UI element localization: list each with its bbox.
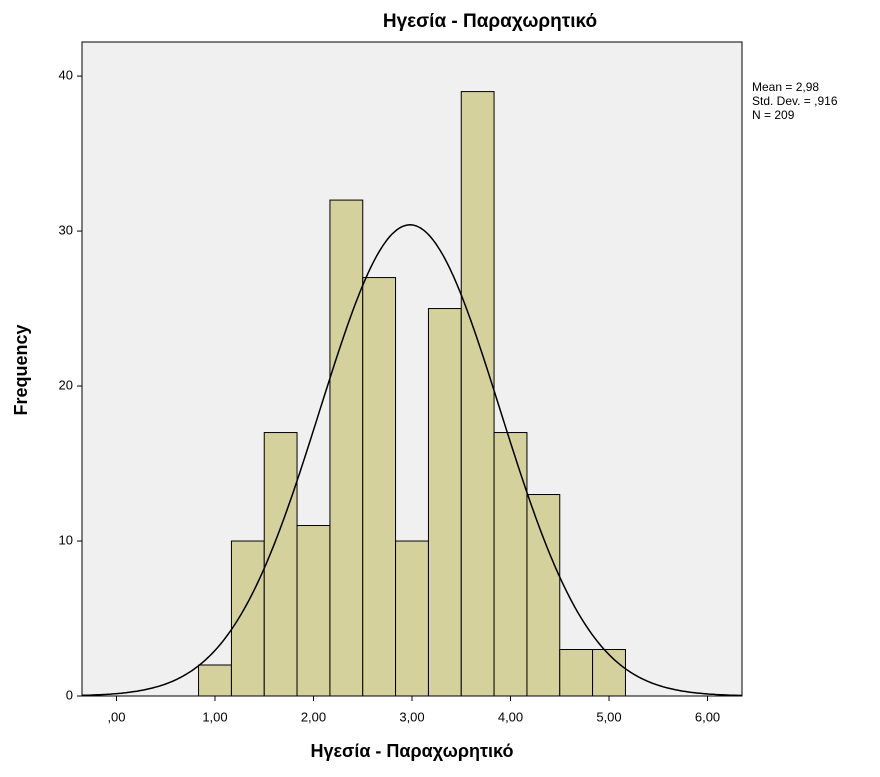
bar — [263, 432, 298, 697]
bar — [526, 494, 561, 697]
stats-label: Mean = 2,98 — [752, 80, 819, 94]
bar — [230, 540, 265, 697]
normal-curve — [81, 224, 743, 697]
bar — [296, 525, 331, 697]
bar — [329, 199, 364, 697]
x-tick-label: 6,00 — [695, 709, 720, 724]
bar — [493, 432, 528, 697]
x-tick-label: 5,00 — [596, 709, 621, 724]
bar — [559, 649, 594, 697]
chart-title: Ηγεσία - Παραχωρητικό — [383, 11, 597, 32]
x-tick-label: 3,00 — [399, 709, 424, 724]
y-tick-label: 10 — [59, 532, 73, 547]
stats-label: Std. Dev. = ,916 — [752, 94, 838, 108]
bar — [460, 91, 495, 697]
y-tick-label: 40 — [59, 68, 73, 83]
y-axis-label: Frequency — [11, 324, 31, 415]
bar — [427, 308, 462, 697]
bar — [592, 649, 626, 697]
bar — [198, 664, 232, 697]
y-tick-label: 30 — [59, 223, 73, 238]
bar — [362, 277, 397, 697]
bar — [395, 540, 429, 697]
x-axis-label: Ηγεσία - Παραχωρητικό — [311, 741, 514, 761]
x-tick-label: ,00 — [107, 709, 125, 724]
stats-label: N = 209 — [752, 108, 795, 122]
x-tick-label: 2,00 — [301, 709, 326, 724]
x-tick-label: 4,00 — [498, 709, 523, 724]
y-tick-label: 0 — [66, 687, 73, 702]
y-tick-label: 20 — [59, 377, 73, 392]
x-tick-label: 1,00 — [202, 709, 227, 724]
